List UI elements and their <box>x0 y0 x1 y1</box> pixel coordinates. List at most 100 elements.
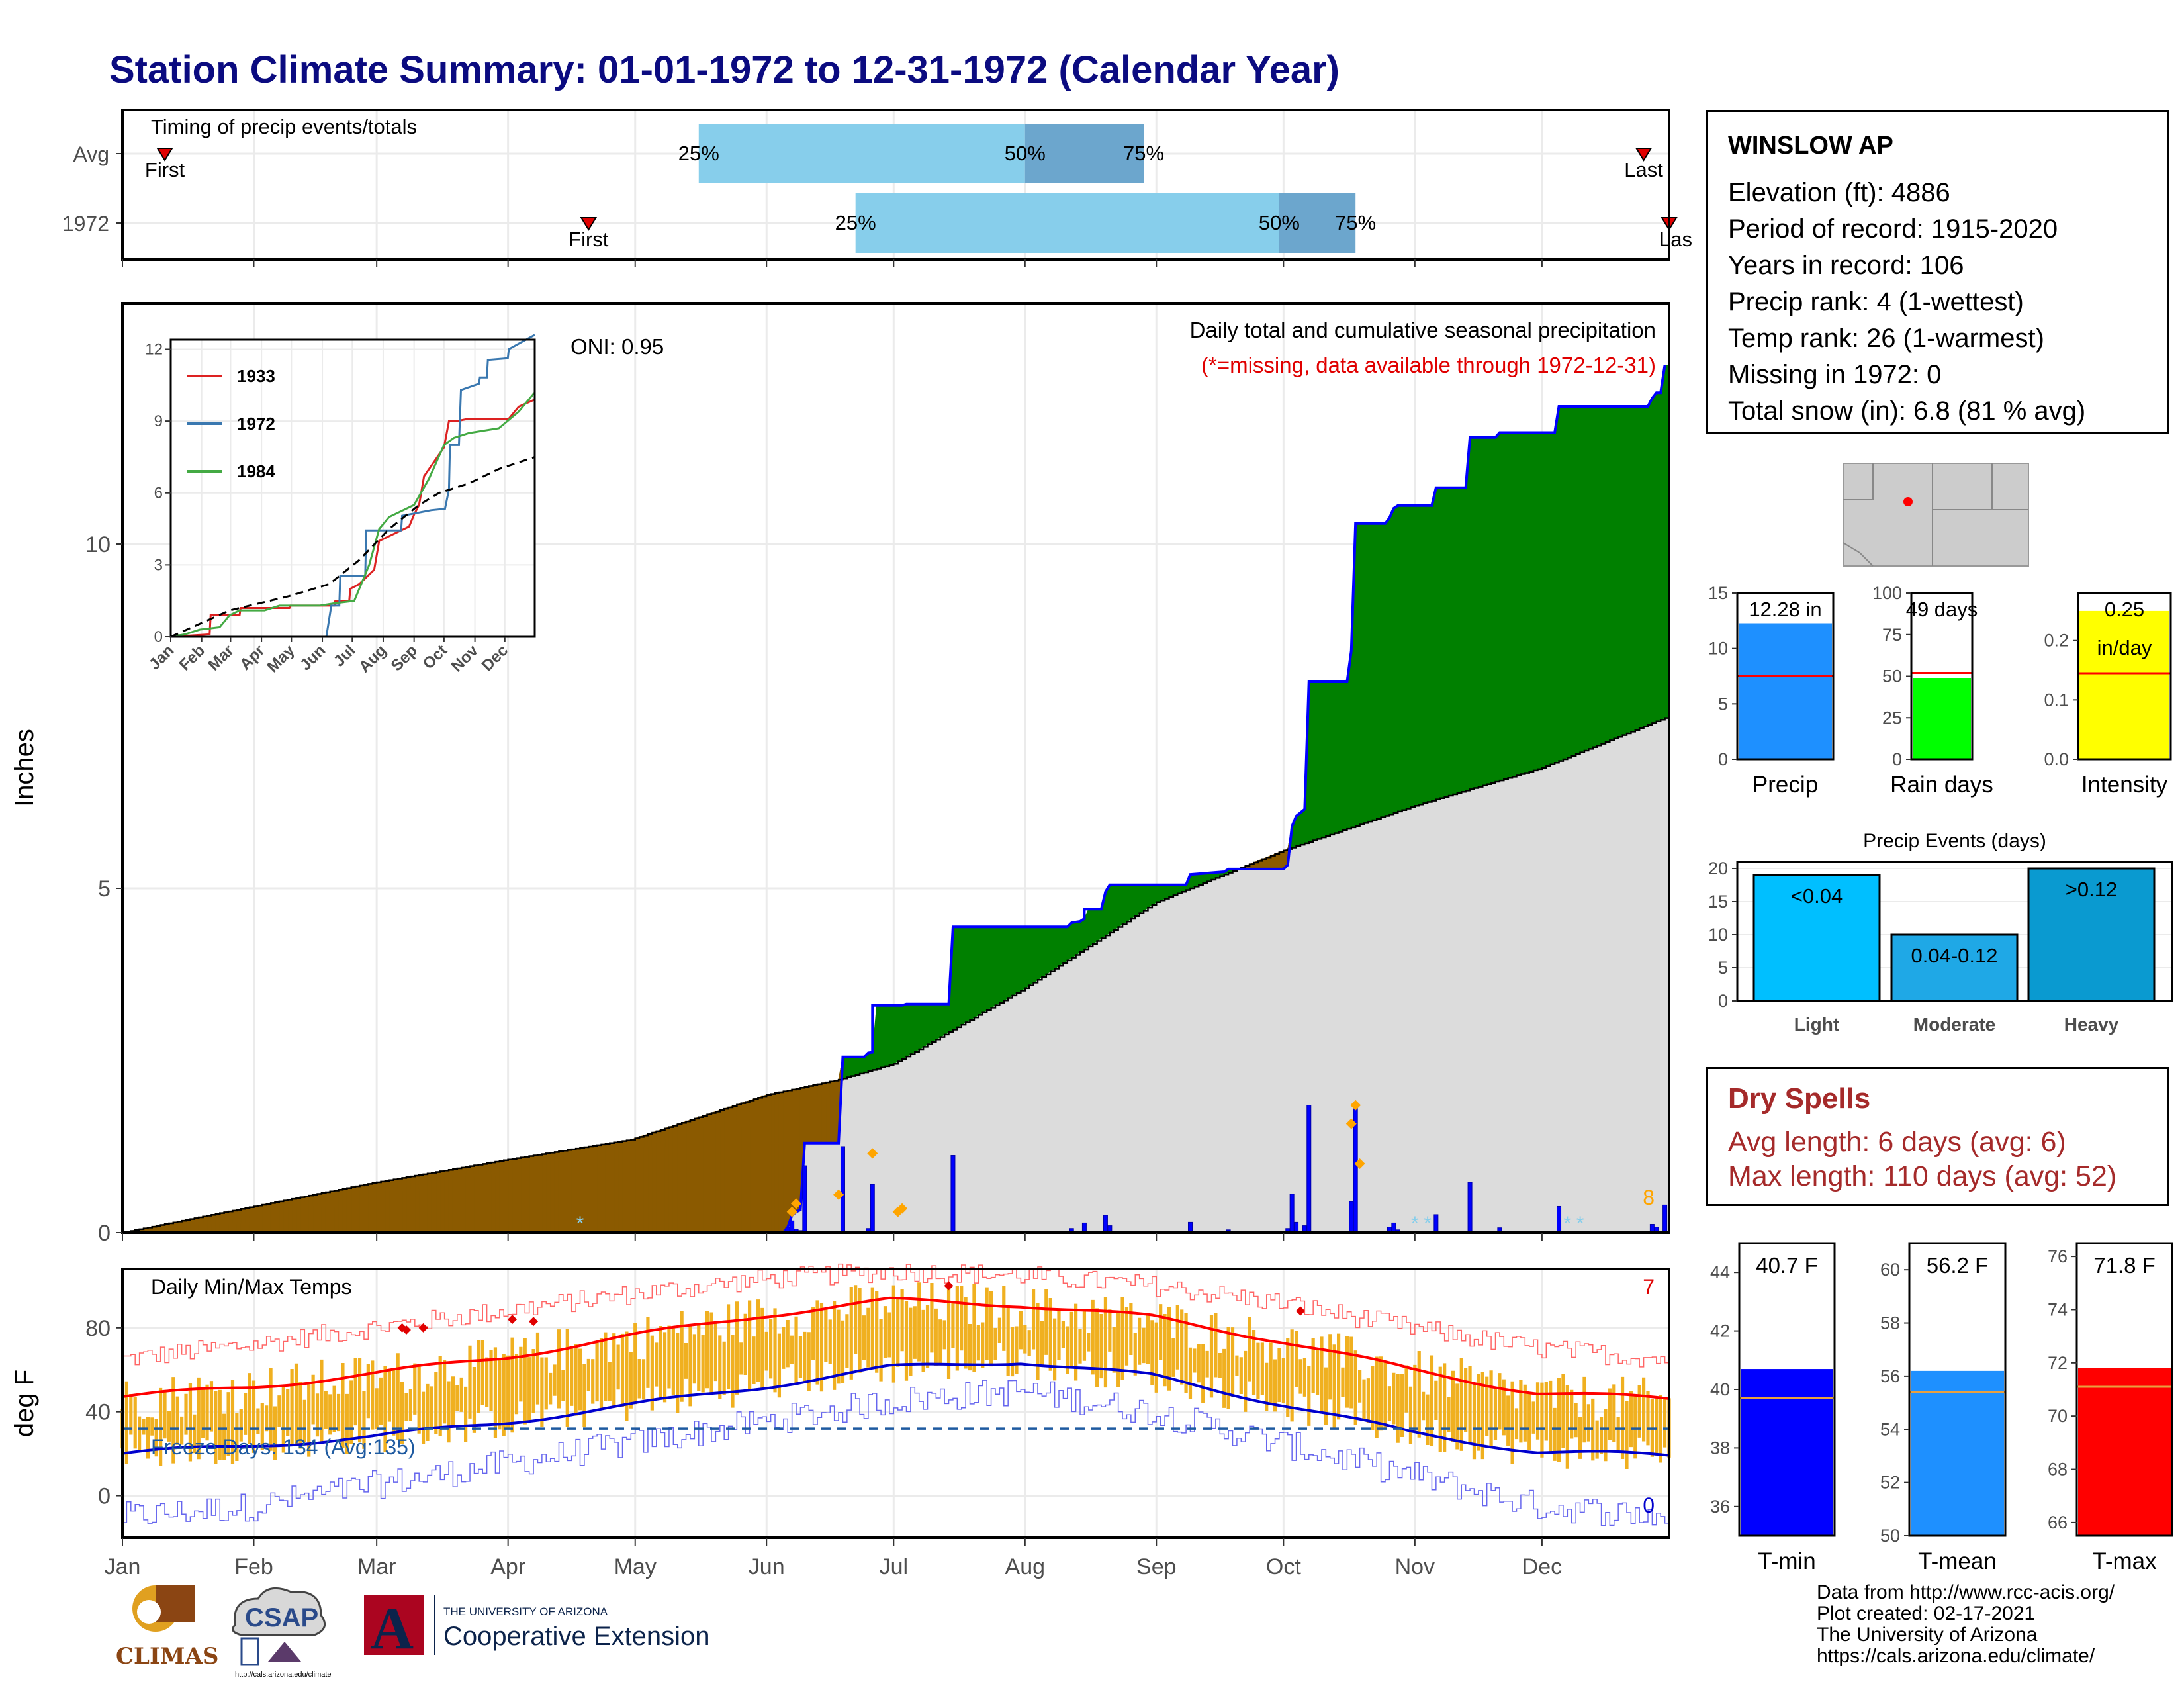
precip-snow-marker: * <box>1563 1213 1571 1235</box>
map-border-line <box>1843 463 1874 500</box>
precip-record-marker <box>1350 1100 1361 1111</box>
events-category-label: Heavy <box>2064 1014 2119 1035</box>
temp-bar-t-max-frame-outline <box>2075 1242 2173 1537</box>
logo-strip: CLIMAS CSAP http://cals.arizona.edu/clim… <box>109 1579 745 1679</box>
inset-legend-label: 1984 <box>237 461 275 481</box>
credit-data-source: Data from http://www.rcc-acis.org/ <box>1817 1581 2115 1603</box>
inset-ytick-label: 6 <box>154 485 163 502</box>
temp-avg-max-line <box>122 1296 1670 1400</box>
timing-title: Timing of precip events/totals <box>151 115 417 138</box>
inset-ytick-label: 3 <box>154 556 163 574</box>
precip-daily-bar <box>1306 1105 1312 1233</box>
precip-snow-marker: * <box>576 1213 584 1235</box>
total-value-label: 49 days <box>1906 598 1978 621</box>
total-intensity-frame-outline <box>2077 592 2172 761</box>
station-missing: Missing in 1972: 0 <box>1728 360 1942 389</box>
events-ytick-label: 20 <box>1708 859 1728 878</box>
timing-label-25: 25% <box>835 211 876 234</box>
timing-row-label: Avg <box>73 142 109 166</box>
precip-cumulative-line <box>122 365 1666 1234</box>
csap-url: http://cals.arizona.edu/climate <box>235 1671 332 1678</box>
total-precip-bar <box>1739 623 1832 759</box>
temp-bar-t-min-category: T-min <box>1758 1548 1816 1574</box>
precip-record-marker <box>897 1203 908 1214</box>
credit-url: https://cals.arizona.edu/climate/ <box>1817 1645 2095 1667</box>
total-precip-ytick-label: 5 <box>1718 694 1728 714</box>
precip-snow-marker: * <box>1424 1213 1432 1235</box>
total-precip-ytick-label: 0 <box>1718 749 1728 769</box>
temp-bar-t-mean-bar <box>1911 1370 2004 1536</box>
timing-label-50: 50% <box>1005 142 1046 165</box>
climas-label: CLIMAS <box>116 1643 218 1669</box>
precip-events-chart: <0.04 Light 0.04-0.12 Moderate >0.12 Heavy 0 5 1… <box>1708 830 2173 1035</box>
temp-bar-t-mean-frame-outline <box>1908 1242 2007 1537</box>
precip-daily-bar <box>1662 1204 1668 1233</box>
dry-spells-avg: Avg length: 6 days (avg: 6) <box>1728 1126 2066 1158</box>
temp-bar-t-mean: 50 52 54 56 58 60 T-mean 56.2 F <box>1880 1242 2007 1574</box>
temp-bar-t-max-ytick-label: 70 <box>2048 1406 2068 1426</box>
temp-record-high-marker <box>944 1281 954 1291</box>
temp-bar-t-max-ytick-label: 68 <box>2048 1460 2068 1479</box>
temp-ytick-label: 0 <box>98 1484 111 1509</box>
station-info-box: WINSLOW AP Elevation (ft): 4886 Period o… <box>1706 110 2169 434</box>
temp-bar-value-label: 56.2 F <box>1927 1253 1989 1278</box>
timing-label-75: 75% <box>1335 211 1376 234</box>
precip-daily-bar <box>870 1184 875 1233</box>
temp-xtick-label: Jul <box>880 1554 908 1579</box>
timing-bar-50-75 <box>1024 124 1144 183</box>
events-bar-heavy <box>2027 867 2156 1002</box>
timing-last-marker <box>1635 148 1653 162</box>
temp-bar-value-label: 71.8 F <box>2093 1253 2156 1278</box>
timing-first-label: First <box>145 158 185 181</box>
temp-bar-t-max-category: T-max <box>2092 1548 2157 1574</box>
temp-xtick-label: May <box>614 1554 657 1579</box>
total-value-unit: in/day <box>2097 636 2152 659</box>
temp-title: Daily Min/Max Temps <box>151 1275 351 1299</box>
precip-daily-bar <box>790 1220 795 1233</box>
station-temp-rank: Temp rank: 26 (1-warmest) <box>1728 324 2044 353</box>
temp-xtick-label: Oct <box>1266 1554 1301 1579</box>
timing-panel-frame <box>121 109 1670 261</box>
events-ytick-label: 5 <box>1718 958 1728 978</box>
temp-xtick-label: Feb <box>234 1554 273 1579</box>
dry-spells-max: Max length: 110 days (avg: 52) <box>1728 1160 2117 1192</box>
map-border-line <box>1843 542 1874 567</box>
precip-daily-bar <box>840 1146 845 1233</box>
temp-panel-frame <box>121 1268 1670 1539</box>
inset-legend-label: 1972 <box>237 414 275 434</box>
temp-record-high-marker <box>508 1315 518 1325</box>
total-rain-days-ytick-label: 0 <box>1892 749 1902 769</box>
precip-ytick-label: 0 <box>98 1221 111 1246</box>
station-elevation: Elevation (ft): 4886 <box>1728 178 1950 207</box>
temp-xtick-label: Apr <box>490 1554 525 1579</box>
logos-svg: CLIMAS CSAP http://cals.arizona.edu/clim… <box>116 1585 709 1679</box>
temp-record-min-line <box>122 1380 1669 1526</box>
precip-snow-marker: * <box>1576 1213 1584 1235</box>
inset-series-1933 <box>170 399 535 638</box>
ua-small-label: THE UNIVERSITY OF ARIZONA <box>443 1605 608 1618</box>
dry-spells-title: Dry Spells <box>1728 1082 1871 1115</box>
timing-row-label: 1972 <box>62 212 109 236</box>
timing-first-marker <box>156 148 173 162</box>
coop-extension-label: Cooperative Extension <box>443 1622 709 1651</box>
total-value-label: 0.25 <box>2105 598 2144 621</box>
precip-subtitle: (*=missing, data available through 1972-… <box>1201 353 1656 377</box>
dry-spells-box: Dry Spells Avg length: 6 days (avg: 6) M… <box>1706 1067 2169 1206</box>
temp-ytick-label: 80 <box>85 1316 111 1341</box>
events-ytick-label: 0 <box>1718 991 1728 1011</box>
total-rain-days-ytick-label: 50 <box>1882 667 1902 686</box>
timing-first-label: First <box>569 228 609 251</box>
precip-oni-annotation: ONI: 0.95 <box>570 334 664 359</box>
precip-record-marker <box>833 1189 844 1200</box>
temp-xtick-label: Sep <box>1136 1554 1177 1579</box>
total-intensity-ytick-label: 0.0 <box>2044 749 2069 769</box>
precip-record-marker <box>791 1198 802 1209</box>
station-years: Years in record: 106 <box>1728 251 1964 280</box>
precip-climatology-line <box>122 716 1670 1234</box>
precip-record-marker <box>867 1148 878 1159</box>
map-station-marker <box>1903 497 1913 506</box>
inset-ytick-label: 9 <box>154 412 163 430</box>
events-category-label: Light <box>1794 1014 1839 1035</box>
total-precip-category: Precip <box>1752 772 1818 798</box>
precip-daily-bar <box>1081 1222 1087 1233</box>
